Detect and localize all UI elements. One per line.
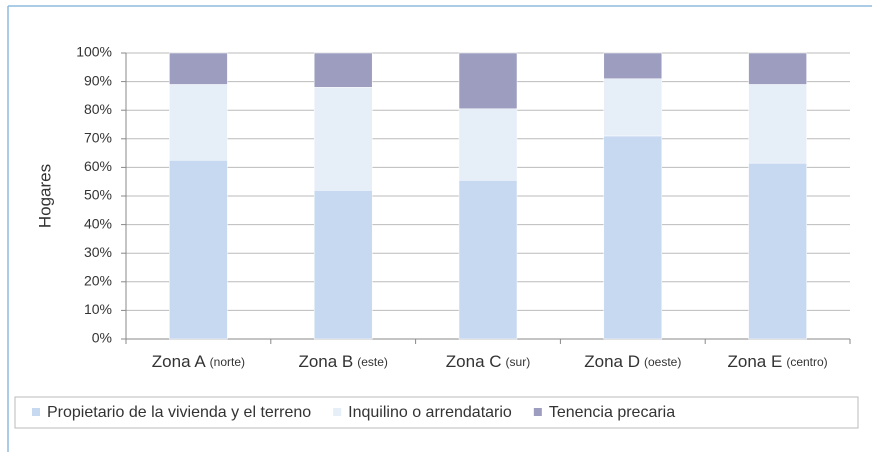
legend-box (14, 396, 859, 429)
bar-segment (313, 190, 373, 340)
bar-segment (748, 162, 807, 340)
bar-segment (313, 87, 373, 191)
y-tick-label: 70% (84, 130, 112, 146)
category-note: (centro) (786, 355, 827, 369)
category-name: Zona B (298, 352, 353, 371)
x-tick-label: Zona A (norte) (152, 352, 245, 371)
x-tick-label: Zona C (sur) (446, 352, 530, 371)
legend-label: Tenencia precaria (549, 404, 675, 421)
legend-swatch (32, 408, 40, 416)
bar-segment (169, 84, 228, 161)
legend-swatch (533, 408, 542, 416)
bar-segment (603, 135, 663, 340)
legend-swatch (333, 408, 342, 416)
y-tick-label: 30% (84, 244, 112, 260)
bar-segment (603, 78, 663, 137)
y-tick-label: 40% (84, 215, 112, 231)
y-tick-label: 50% (84, 187, 112, 203)
category-note: (este) (357, 355, 388, 369)
category-name: Zona A (152, 352, 207, 371)
category-name: Zona E (728, 352, 783, 371)
category-note: (oeste) (644, 355, 681, 369)
y-tick-label: 100% (76, 44, 112, 60)
category-note: (norte) (210, 355, 245, 369)
bar-segment (603, 52, 663, 79)
y-tick-label: 10% (84, 301, 112, 317)
y-tick-label: 0% (92, 330, 112, 346)
bar-segment (458, 180, 518, 340)
bar-segment (313, 52, 373, 88)
y-tick-label: 90% (84, 72, 112, 88)
x-tick-label: Zona B (este) (298, 352, 388, 371)
bar-segment (458, 52, 518, 110)
y-tick-label: 20% (84, 273, 112, 289)
legend-label: Inquilino o arrendatario (348, 404, 512, 421)
bar-segment (169, 160, 228, 340)
x-tick-label: Zona D (oeste) (584, 352, 681, 371)
legend: Propietario de la vivienda y el terreno I… (32, 404, 675, 421)
bar-segment (169, 52, 228, 85)
category-note: (sur) (506, 355, 531, 369)
legend-label: Propietario de la vivienda y el terreno (47, 404, 311, 421)
category-name: Zona D (584, 352, 640, 371)
y-tick-label: 60% (84, 158, 112, 174)
bar-segment (748, 52, 807, 85)
y-tick-label: 80% (84, 101, 112, 117)
y-axis-label: Hogares (35, 164, 54, 228)
bar-segment (748, 84, 807, 164)
bar-segment (458, 108, 518, 181)
x-tick-label: Zona E (centro) (728, 352, 828, 371)
category-name: Zona C (446, 352, 502, 371)
